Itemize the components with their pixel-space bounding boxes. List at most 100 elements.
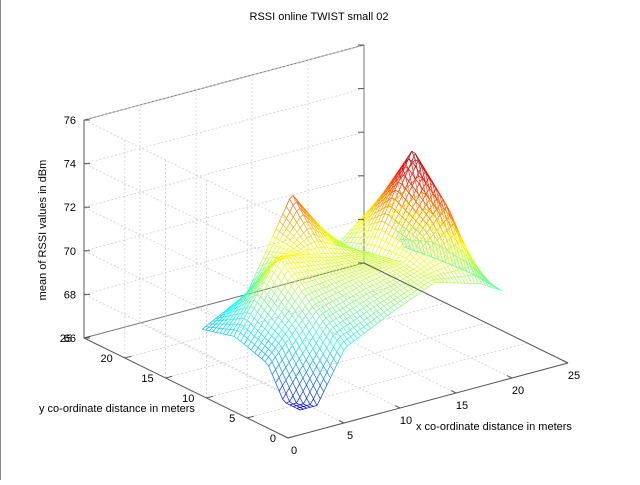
surface-mesh-segment bbox=[371, 230, 374, 237]
surface-mesh-segment bbox=[411, 292, 414, 294]
surface-mesh-segment bbox=[358, 259, 361, 261]
surface-mesh-segment bbox=[295, 291, 298, 296]
surface-mesh-segment bbox=[431, 268, 434, 272]
surface-mesh-segment bbox=[414, 282, 417, 284]
surface-mesh-segment bbox=[379, 255, 382, 256]
surface-mesh-segment bbox=[275, 340, 278, 344]
surface-mesh-segment bbox=[353, 290, 356, 294]
surface-mesh-segment bbox=[254, 312, 257, 318]
surface-mesh-segment bbox=[380, 295, 383, 297]
surface-mesh-segment bbox=[279, 378, 282, 386]
surface-mesh-segment bbox=[318, 273, 321, 274]
surface-mesh-segment bbox=[421, 287, 424, 289]
surface-mesh-segment bbox=[289, 382, 292, 388]
surface-mesh-segment bbox=[317, 399, 320, 406]
surface-mesh-segment bbox=[316, 316, 319, 321]
surface-mesh-segment bbox=[285, 292, 288, 297]
surface-mesh-segment bbox=[348, 256, 351, 258]
surface-mesh-segment bbox=[327, 372, 330, 378]
surface-mesh-segment bbox=[375, 254, 378, 255]
surface-mesh-segment bbox=[292, 341, 295, 346]
surface-mesh-segment bbox=[371, 245, 374, 246]
surface-mesh-segment bbox=[294, 240, 297, 243]
surface-mesh-segment bbox=[346, 274, 349, 277]
surface-mesh-segment bbox=[350, 316, 353, 320]
surface-mesh-segment bbox=[316, 311, 319, 316]
surface-mesh-segment bbox=[356, 275, 359, 277]
surface-mesh-segment bbox=[363, 276, 366, 279]
surface-mesh-segment bbox=[284, 258, 287, 263]
surface-mesh-segment bbox=[299, 353, 302, 358]
surface-mesh-segment bbox=[312, 285, 315, 286]
surface-mesh-segment bbox=[285, 302, 288, 307]
surface-mesh-segment bbox=[306, 326, 309, 332]
surface-mesh-segment bbox=[289, 334, 292, 339]
surface-mesh-segment bbox=[261, 316, 264, 320]
surface-mesh-segment bbox=[248, 347, 251, 350]
surface-mesh-segment bbox=[300, 391, 303, 397]
surface-mesh-segment bbox=[286, 367, 289, 374]
surface-mesh-segment bbox=[322, 278, 325, 282]
surface-mesh-segment bbox=[347, 316, 350, 318]
surface-mesh-segment bbox=[251, 327, 254, 333]
surface-mesh-segment bbox=[292, 325, 295, 330]
surface-mesh-segment bbox=[373, 280, 376, 283]
surface-mesh-segment bbox=[273, 246, 276, 252]
surface-mesh-segment bbox=[301, 241, 304, 244]
surface-mesh-segment bbox=[297, 249, 300, 251]
surface-mesh-segment bbox=[421, 278, 424, 280]
surface-mesh-segment bbox=[327, 342, 330, 348]
surface-mesh-segment bbox=[377, 315, 380, 317]
surface-mesh-segment bbox=[255, 339, 258, 344]
surface-mesh-segment bbox=[265, 349, 268, 354]
surface-mesh-segment bbox=[251, 345, 254, 350]
surface-mesh-segment bbox=[382, 258, 385, 259]
surface-mesh-segment bbox=[264, 301, 267, 305]
surface-mesh-segment bbox=[247, 312, 250, 314]
surface-mesh-segment bbox=[288, 281, 291, 286]
surface-mesh-segment bbox=[368, 230, 371, 237]
surface-mesh-segment bbox=[343, 306, 346, 308]
surface-mesh-segment bbox=[311, 242, 314, 244]
surface-mesh-segment bbox=[350, 334, 353, 336]
surface-mesh-segment bbox=[367, 292, 370, 294]
surface-mesh-segment bbox=[352, 257, 355, 259]
surface-mesh-segment bbox=[258, 356, 261, 359]
surface-mesh-segment bbox=[336, 306, 339, 310]
surface-mesh-segment bbox=[271, 303, 274, 308]
surface-mesh-segment bbox=[437, 262, 440, 264]
surface-mesh-segment bbox=[322, 269, 325, 273]
surface-mesh-segment bbox=[234, 330, 237, 336]
surface-mesh-segment bbox=[258, 331, 261, 334]
surface-mesh-segment bbox=[297, 217, 300, 222]
surface-mesh-segment bbox=[360, 292, 363, 296]
surface-mesh-segment bbox=[332, 283, 335, 284]
y-tick bbox=[247, 416, 254, 418]
surface-mesh-segment bbox=[322, 268, 325, 269]
surface-mesh-segment bbox=[396, 248, 399, 253]
surface-mesh-segment bbox=[258, 339, 261, 342]
surface-mesh-segment bbox=[296, 359, 299, 364]
surface-mesh-segment bbox=[305, 296, 308, 301]
surface-mesh-segment bbox=[303, 398, 306, 404]
y-axis-line bbox=[84, 338, 288, 438]
surface-mesh-segment bbox=[301, 253, 304, 255]
surface-mesh-segment bbox=[385, 215, 388, 223]
surface-mesh-segment bbox=[283, 218, 286, 225]
surface-mesh-segment bbox=[324, 379, 327, 385]
surface-mesh-segment bbox=[275, 352, 278, 357]
surface-mesh-segment bbox=[247, 314, 250, 320]
surface-mesh-segment bbox=[312, 291, 315, 292]
surface-mesh-segment bbox=[363, 283, 366, 285]
surface-mesh-segment bbox=[268, 305, 271, 309]
surface-mesh-segment bbox=[275, 331, 278, 335]
surface-mesh-segment bbox=[384, 304, 387, 306]
surface-mesh-segment bbox=[373, 296, 376, 300]
surface-mesh-segment bbox=[272, 336, 275, 340]
surface-mesh-segment bbox=[285, 339, 288, 344]
surface-mesh-segment bbox=[400, 285, 403, 288]
surface-mesh-segment bbox=[274, 288, 277, 294]
surface-mesh-segment bbox=[424, 264, 427, 266]
surface-mesh-segment bbox=[300, 384, 303, 391]
surface-mesh-segment bbox=[372, 265, 375, 266]
